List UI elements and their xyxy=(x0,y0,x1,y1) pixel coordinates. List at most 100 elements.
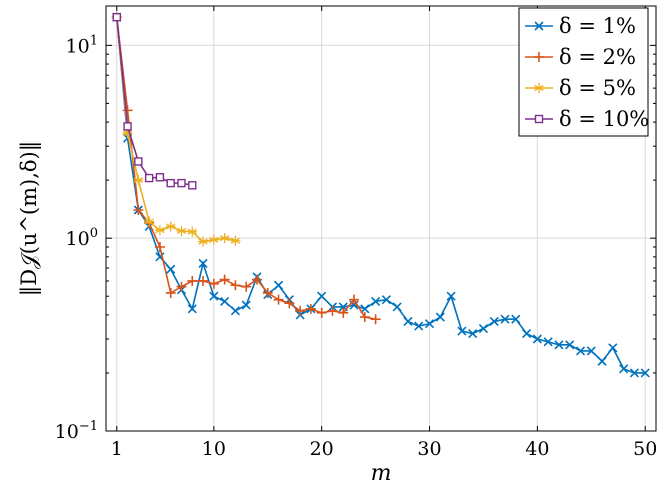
series-4 xyxy=(112,12,197,190)
data-point xyxy=(220,296,230,306)
data-point xyxy=(219,233,230,244)
data-point xyxy=(165,287,176,298)
plot-area-frame xyxy=(105,5,657,432)
data-point xyxy=(198,258,208,268)
x-tick-label: 1 xyxy=(111,438,123,460)
legend-item: δ = 10% xyxy=(525,107,649,131)
series-layer xyxy=(111,12,650,378)
y-tick-label: 10−1 xyxy=(55,419,98,443)
data-point xyxy=(123,122,132,131)
data-point xyxy=(305,303,316,314)
data-point xyxy=(208,234,219,245)
x-tick-label: 10 xyxy=(202,438,226,460)
x-tick-label: 30 xyxy=(417,438,441,460)
data-point xyxy=(317,291,327,301)
y-tick-label: 101 xyxy=(66,33,98,57)
series-line xyxy=(115,17,193,187)
legend: δ = 1% δ = 2% δ = 5% δ = 10% xyxy=(518,7,649,137)
data-point xyxy=(597,356,607,366)
data-point xyxy=(489,316,499,327)
data-point xyxy=(575,346,586,356)
data-point xyxy=(273,280,284,290)
data-point xyxy=(435,312,445,322)
data-point xyxy=(381,295,391,305)
data-point xyxy=(230,235,241,246)
legend-item: δ = 5% xyxy=(525,76,636,100)
data-point xyxy=(122,105,133,116)
data-point xyxy=(187,226,198,237)
data-point xyxy=(176,225,187,236)
legend-label: δ = 10% xyxy=(559,107,649,131)
data-point xyxy=(532,334,542,344)
data-point xyxy=(209,291,219,301)
data-point xyxy=(608,343,618,353)
data-point xyxy=(273,294,284,305)
data-point xyxy=(155,173,165,182)
data-point xyxy=(468,329,478,339)
data-point xyxy=(359,312,370,323)
data-point xyxy=(338,307,349,318)
x-axis-label: m xyxy=(371,461,392,486)
legend-box xyxy=(518,7,649,137)
data-point xyxy=(176,281,187,292)
data-point xyxy=(284,298,295,309)
legend-label: δ = 2% xyxy=(559,45,636,69)
legend-swatch-marker xyxy=(534,21,544,31)
data-point xyxy=(134,157,143,166)
data-point xyxy=(112,12,121,22)
data-point xyxy=(230,306,240,316)
legend-swatch-marker xyxy=(534,52,544,62)
axis-ticks: 1 10 20 30 40 50 10−1 100 101 xyxy=(55,6,657,460)
data-point xyxy=(392,302,402,312)
data-point xyxy=(629,368,639,378)
data-point xyxy=(457,326,467,336)
y-tick-label: 100 xyxy=(66,226,98,250)
data-point xyxy=(619,364,629,374)
legend-label: δ = 1% xyxy=(559,14,636,38)
data-point xyxy=(166,178,175,188)
data-point xyxy=(349,294,360,305)
data-point xyxy=(154,242,165,253)
data-point xyxy=(543,337,553,347)
x-tick-label: 40 xyxy=(525,438,549,460)
data-point xyxy=(198,275,209,286)
data-point xyxy=(177,178,186,188)
series-line xyxy=(115,17,236,243)
data-point xyxy=(241,281,252,292)
legend-swatch-marker xyxy=(534,114,544,124)
data-point xyxy=(586,346,596,356)
data-point xyxy=(403,316,413,327)
data-point xyxy=(198,236,209,247)
data-point xyxy=(133,175,144,186)
data-point xyxy=(478,323,489,334)
data-point xyxy=(144,173,154,183)
data-point xyxy=(446,291,456,301)
data-point xyxy=(424,319,435,329)
data-point xyxy=(554,340,564,350)
data-point xyxy=(371,296,381,306)
data-point xyxy=(316,307,327,318)
data-point xyxy=(154,225,165,236)
x-tick-label: 50 xyxy=(633,438,657,460)
series-line xyxy=(115,17,376,320)
data-point xyxy=(230,280,241,291)
data-point xyxy=(565,340,575,350)
series-line xyxy=(115,17,646,374)
y-axis-label: ‖D𝒥(u^(m),δ)‖ xyxy=(17,141,42,296)
data-point xyxy=(122,128,133,139)
data-point xyxy=(640,368,650,378)
data-point xyxy=(144,216,155,227)
data-point xyxy=(208,278,219,289)
data-point xyxy=(188,181,197,190)
legend-item: δ = 2% xyxy=(525,45,636,69)
data-point xyxy=(241,300,251,310)
data-point xyxy=(219,274,230,285)
data-point xyxy=(522,329,532,339)
data-point xyxy=(262,287,273,298)
legend-swatch-marker xyxy=(534,83,544,93)
data-point xyxy=(251,274,262,285)
data-point xyxy=(165,221,176,232)
data-point xyxy=(187,275,198,286)
data-point xyxy=(414,321,424,331)
